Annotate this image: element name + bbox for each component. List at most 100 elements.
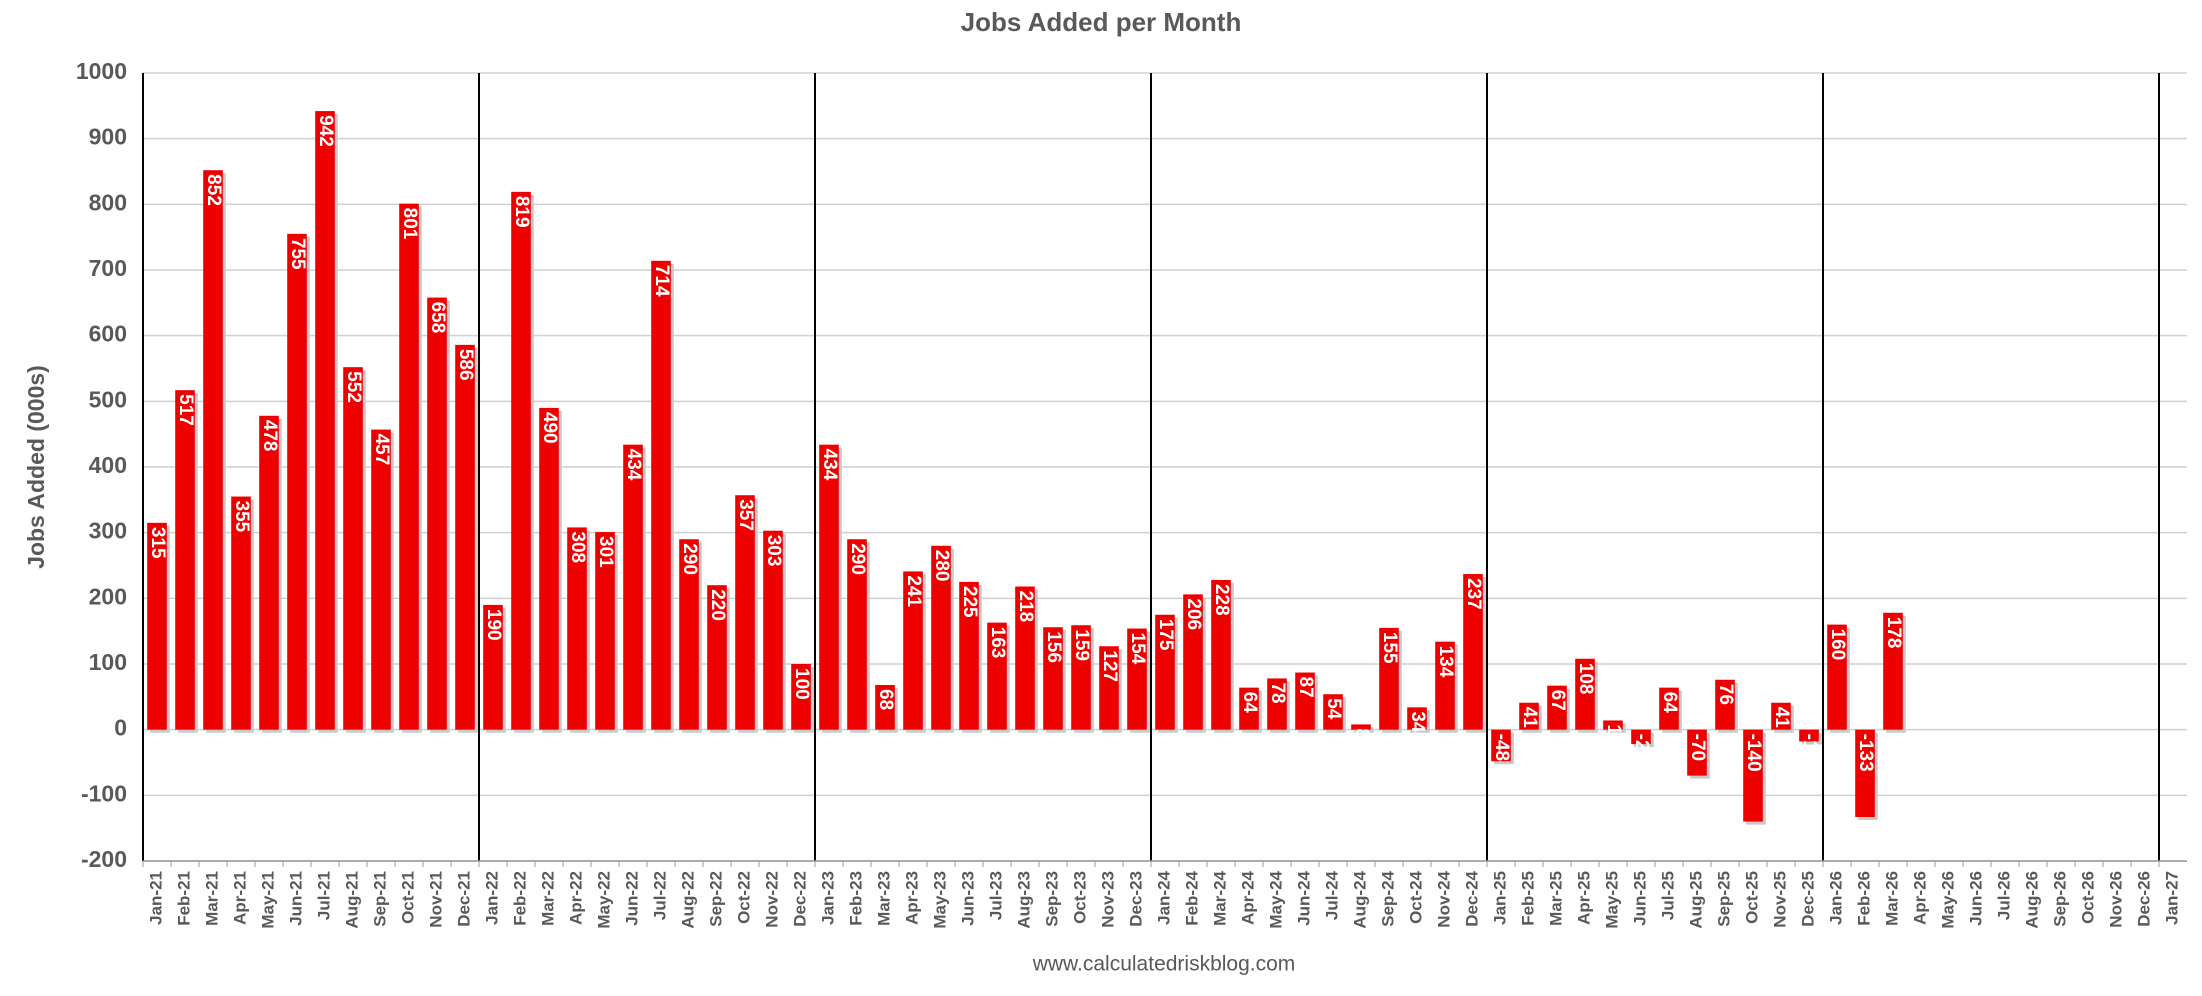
data-label: 8 bbox=[1351, 728, 1372, 739]
y-tick-label: 1000 bbox=[76, 58, 127, 84]
x-tick-label: Nov-21 bbox=[426, 871, 445, 928]
x-tick-label: Oct-21 bbox=[398, 871, 417, 924]
data-label: 67 bbox=[1547, 690, 1568, 711]
data-label: 315 bbox=[147, 527, 168, 559]
x-tick-label: Dec-22 bbox=[790, 871, 809, 927]
bar bbox=[959, 581, 979, 730]
bar bbox=[1071, 625, 1091, 730]
x-tick-label: Aug-25 bbox=[1686, 871, 1705, 929]
bar bbox=[679, 539, 699, 730]
bar bbox=[1155, 614, 1175, 730]
bar bbox=[483, 604, 503, 730]
data-label: 127 bbox=[1099, 650, 1120, 682]
x-tick-label: Feb-21 bbox=[174, 871, 193, 926]
data-label: 658 bbox=[427, 302, 448, 334]
x-tick-label: Dec-24 bbox=[1462, 870, 1481, 926]
bar bbox=[1659, 687, 1679, 730]
bar bbox=[427, 297, 447, 730]
data-label: 220 bbox=[707, 589, 728, 621]
x-tick-label: Jun-26 bbox=[1966, 871, 1985, 926]
bar bbox=[1099, 646, 1119, 730]
x-tick-label: Jul-26 bbox=[1994, 871, 2013, 920]
x-tick-label: Apr-25 bbox=[1574, 871, 1593, 925]
data-label: -22 bbox=[1631, 734, 1652, 761]
bar bbox=[1603, 720, 1623, 730]
data-label: 357 bbox=[735, 499, 756, 531]
x-tick-label: Aug-21 bbox=[342, 871, 361, 929]
bar bbox=[203, 170, 223, 730]
x-tick-label: May-25 bbox=[1602, 871, 1621, 929]
data-label: 801 bbox=[399, 208, 420, 240]
y-tick-label: 900 bbox=[89, 124, 127, 150]
x-tick-label: Jul-24 bbox=[1322, 870, 1341, 920]
bar bbox=[1323, 694, 1343, 730]
chart-title: Jobs Added per Month bbox=[961, 7, 1242, 37]
x-tick-label: Apr-26 bbox=[1910, 871, 1929, 925]
bar bbox=[819, 444, 839, 730]
x-tick-label: Oct-25 bbox=[1742, 871, 1761, 924]
x-tick-label: Apr-22 bbox=[566, 871, 585, 925]
x-tick-label: Nov-22 bbox=[762, 871, 781, 928]
x-tick-label: Jan-24 bbox=[1154, 870, 1173, 924]
data-label: 852 bbox=[203, 174, 224, 206]
x-tick-label: Feb-24 bbox=[1182, 870, 1201, 925]
bar bbox=[287, 233, 307, 730]
x-tick-label: Jun-22 bbox=[622, 871, 641, 926]
bar bbox=[903, 571, 923, 730]
data-label: 290 bbox=[847, 543, 868, 575]
data-label: -48 bbox=[1491, 734, 1512, 761]
bar bbox=[511, 191, 531, 730]
data-label: 190 bbox=[483, 609, 504, 641]
data-label: 290 bbox=[679, 543, 700, 575]
data-label: 78 bbox=[1267, 682, 1288, 703]
x-tick-label: Sep-22 bbox=[706, 871, 725, 927]
source: www.calculatedriskblog.com bbox=[1032, 953, 1296, 976]
data-label: 225 bbox=[959, 586, 980, 618]
data-label: 154 bbox=[1127, 633, 1148, 665]
x-tick-label: Oct-22 bbox=[734, 871, 753, 924]
data-label: 301 bbox=[595, 536, 616, 568]
bar bbox=[1015, 586, 1035, 730]
data-label: 434 bbox=[819, 449, 840, 481]
x-tick-label: Mar-24 bbox=[1210, 870, 1229, 925]
bar bbox=[1491, 729, 1511, 762]
x-tick-label: Mar-22 bbox=[538, 871, 557, 926]
y-tick-label: 100 bbox=[89, 649, 127, 675]
x-tick-label: Jan-25 bbox=[1490, 871, 1509, 925]
x-tick-label: May-21 bbox=[258, 871, 277, 929]
x-tick-label: Mar-26 bbox=[1882, 871, 1901, 926]
data-label: 434 bbox=[623, 449, 644, 481]
data-label: 819 bbox=[511, 196, 532, 228]
y-tick-label: -100 bbox=[81, 780, 127, 806]
bar bbox=[1575, 658, 1595, 730]
x-tick-label: Mar-23 bbox=[874, 871, 893, 926]
bar bbox=[847, 539, 867, 730]
bar bbox=[791, 664, 811, 730]
x-tick-label: May-24 bbox=[1266, 870, 1285, 928]
bar bbox=[1827, 624, 1847, 730]
x-tick-label: Jan-22 bbox=[482, 871, 501, 925]
data-label: 14 bbox=[1603, 724, 1624, 746]
bar bbox=[1463, 574, 1483, 730]
data-label: 228 bbox=[1211, 584, 1232, 616]
data-label: 218 bbox=[1015, 591, 1036, 623]
y-tick-label: 200 bbox=[89, 583, 127, 609]
bar bbox=[259, 415, 279, 730]
bar bbox=[623, 444, 643, 730]
x-tick-label: Mar-21 bbox=[202, 871, 221, 926]
data-label: 586 bbox=[455, 349, 476, 381]
data-label: 942 bbox=[315, 115, 336, 147]
x-tick-label: Oct-23 bbox=[1070, 871, 1089, 924]
x-tick-label: Feb-26 bbox=[1854, 871, 1873, 926]
x-tick-label: Aug-22 bbox=[678, 871, 697, 929]
x-tick-label: Jul-21 bbox=[314, 871, 333, 920]
bar bbox=[1127, 628, 1147, 730]
data-label: 308 bbox=[567, 531, 588, 563]
bar bbox=[1687, 729, 1707, 776]
y-tick-label: 300 bbox=[89, 518, 127, 544]
bar-shadow bbox=[1354, 727, 1374, 733]
bar bbox=[1239, 687, 1259, 730]
y-tick-label: 700 bbox=[89, 255, 127, 281]
x-tick-label: Dec-25 bbox=[1798, 871, 1817, 927]
